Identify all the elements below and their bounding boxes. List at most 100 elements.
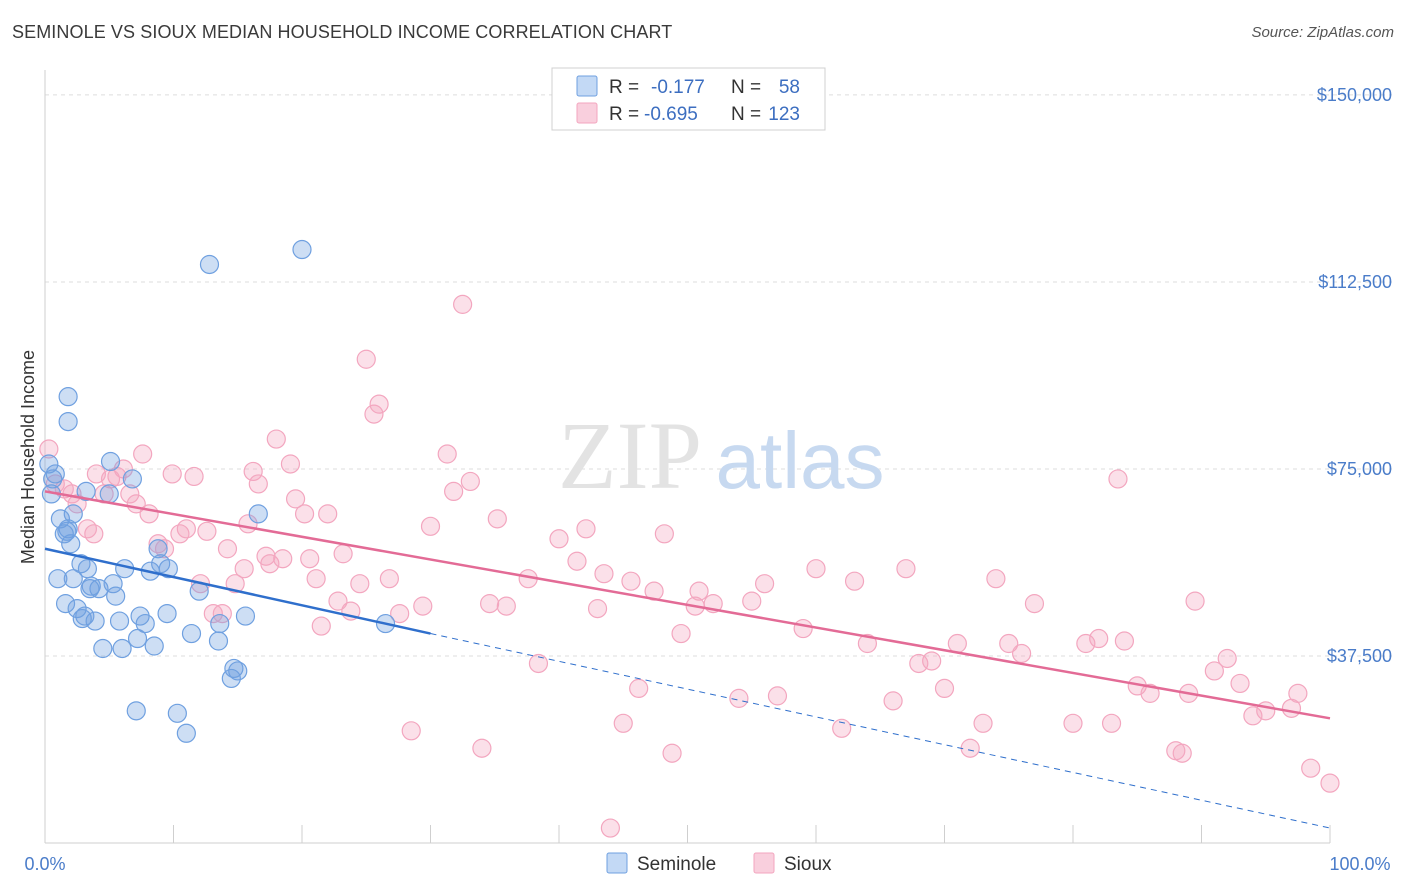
- x-tick-max: 100.0%: [1329, 854, 1390, 874]
- sioux-point-42: [318, 504, 338, 524]
- sioux-point-48: [364, 404, 384, 424]
- sioux-point-93: [922, 651, 942, 671]
- sioux-point-73: [629, 678, 649, 699]
- legend-n-label-seminole: N =: [731, 77, 761, 98]
- watermark: ZIP atlas: [558, 402, 884, 509]
- source-credit: Source: ZipAtlas.com: [1251, 24, 1394, 41]
- sioux-point-31: [248, 474, 268, 494]
- seminole-point-16: [77, 559, 98, 579]
- sioux-point-20: [176, 519, 196, 539]
- sioux-point-114: [1204, 661, 1224, 681]
- sioux-point-61: [487, 509, 507, 529]
- sioux-point-85: [793, 618, 813, 639]
- legend-r-value-sioux: -0.695: [644, 104, 698, 125]
- sioux-point-33: [260, 554, 280, 574]
- sioux-point-19: [170, 524, 190, 544]
- seminole-point-23: [100, 451, 121, 472]
- seminole-point-48: [235, 606, 256, 626]
- seminole-point-57: [158, 559, 178, 579]
- seminole-trend-extension: [430, 633, 1331, 829]
- y-tick-labels: $37,500 $75,000 $112,500 $150,000: [1317, 85, 1392, 666]
- sioux-point-35: [273, 549, 293, 569]
- y-tick-label-2: $112,500: [1318, 272, 1392, 292]
- sioux-point-76: [662, 743, 682, 763]
- seminole-point-21: [93, 638, 113, 659]
- y-axis-label: Median Household Income: [18, 350, 38, 564]
- sioux-point-12: [120, 484, 140, 504]
- trend-lines: [44, 490, 1331, 829]
- sioux-point-6: [84, 524, 104, 544]
- sioux-point-47: [356, 349, 376, 369]
- series-legend-swatch-sioux: [753, 852, 775, 874]
- sioux-point-28: [234, 559, 254, 579]
- series-legend-label-seminole: Seminole: [637, 854, 716, 875]
- sioux-point-55: [437, 444, 457, 464]
- sioux-point-84: [767, 686, 788, 706]
- sioux-point-30: [243, 461, 263, 482]
- y-tick-label-0: $37,500: [1327, 646, 1392, 666]
- seminole-point-22: [99, 484, 119, 504]
- seminole-point-25: [106, 586, 126, 606]
- seminole-point-24: [103, 574, 123, 594]
- sioux-point-5: [77, 519, 98, 539]
- sioux-point-23: [197, 521, 217, 541]
- sioux-point-43: [328, 591, 348, 611]
- sioux-points: [39, 294, 1340, 838]
- sioux-point-121: [1301, 758, 1321, 778]
- sioux-point-52: [401, 721, 421, 741]
- seminole-point-3: [45, 464, 65, 484]
- sioux-point-58: [460, 471, 480, 492]
- sioux-point-104: [1089, 628, 1109, 649]
- seminole-point-42: [199, 254, 220, 275]
- sioux-point-62: [496, 596, 516, 616]
- sioux-point-83: [754, 574, 775, 594]
- seminole-point-26: [109, 611, 130, 631]
- sioux-point-95: [947, 633, 967, 654]
- seminole-point-43: [208, 631, 229, 651]
- legend-r-label-sioux: R =: [609, 104, 639, 125]
- x-axis-ticks: [44, 825, 1331, 843]
- sioux-point-53: [413, 596, 433, 616]
- series-legend: Seminole Sioux: [606, 852, 832, 875]
- sioux-point-64: [528, 653, 549, 674]
- sioux-point-122: [1320, 773, 1340, 793]
- seminole-point-35: [148, 539, 168, 559]
- sioux-point-69: [594, 564, 614, 584]
- sioux-point-26: [217, 539, 238, 559]
- sioux-point-27: [225, 574, 245, 594]
- sioux-point-18: [162, 464, 182, 484]
- seminole-point-19: [85, 611, 105, 631]
- seminole-point-20: [89, 579, 109, 599]
- legend-n-label-sioux: N =: [731, 104, 761, 125]
- seminole-point-55: [126, 701, 146, 721]
- x-tick-min: 0.0%: [24, 854, 65, 874]
- sioux-point-90: [883, 691, 903, 711]
- sioux-point-106: [1108, 469, 1128, 489]
- seminole-point-49: [248, 504, 268, 524]
- legend-swatch-sioux: [576, 102, 598, 124]
- sioux-point-109: [1140, 683, 1160, 703]
- seminole-point-9: [55, 594, 76, 614]
- sioux-point-38: [294, 504, 315, 524]
- sioux-point-86: [806, 559, 826, 579]
- seminole-point-12: [67, 599, 87, 619]
- sioux-point-46: [350, 574, 370, 594]
- seminole-point-50: [292, 239, 312, 260]
- sioux-point-68: [587, 599, 608, 619]
- seminole-point-34: [144, 636, 164, 656]
- series-legend-label-sioux: Sioux: [784, 854, 832, 875]
- sioux-point-113: [1185, 591, 1205, 611]
- sioux-point-105: [1101, 713, 1122, 733]
- sioux-point-71: [613, 713, 633, 733]
- sioux-point-88: [844, 571, 865, 591]
- sioux-point-40: [306, 569, 326, 589]
- seminole-point-39: [176, 723, 196, 743]
- sioux-point-89: [857, 633, 878, 654]
- sioux-point-120: [1288, 683, 1308, 703]
- seminole-point-1: [43, 469, 63, 489]
- seminole-point-44: [210, 613, 230, 634]
- sioux-point-65: [549, 529, 569, 549]
- watermark-atlas: atlas: [716, 416, 885, 505]
- stats-legend: R = -0.177 N = 58 R = -0.695 N = 123: [551, 67, 826, 131]
